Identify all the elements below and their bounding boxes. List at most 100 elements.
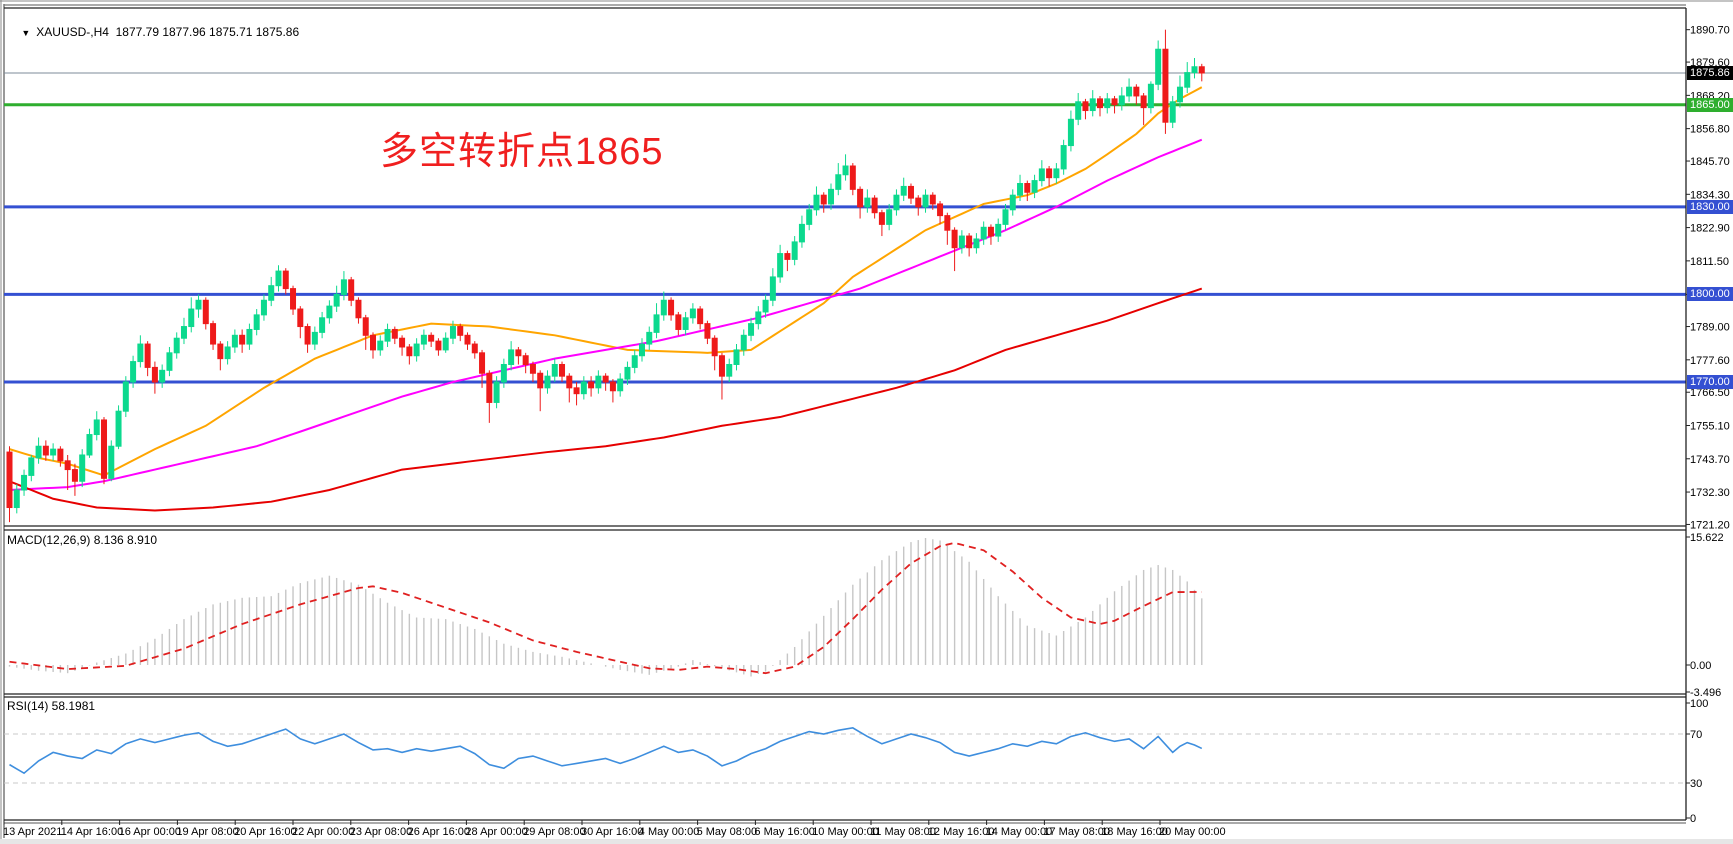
candle-body xyxy=(798,223,805,243)
candle-body xyxy=(464,334,471,345)
time-axis-label: 16 Apr 00:00 xyxy=(119,826,181,838)
symbol-label: XAUUSD-,H4 xyxy=(36,25,109,39)
price-tick-label: 1721.20 xyxy=(1690,519,1730,531)
price-tick-label: 1732.30 xyxy=(1690,487,1730,499)
candle-body xyxy=(130,361,137,383)
candle-body xyxy=(311,331,318,345)
candle-body xyxy=(1111,98,1118,106)
candle-body xyxy=(660,299,667,316)
candle-body xyxy=(428,334,435,342)
candle-body xyxy=(631,355,638,368)
macd-tick-label: 15.622 xyxy=(1690,532,1724,544)
candle-body xyxy=(1082,101,1089,112)
candle-body xyxy=(42,445,49,456)
candle-body xyxy=(1147,83,1154,109)
candle-body xyxy=(239,334,246,345)
candle-body xyxy=(697,308,704,325)
candle-body xyxy=(13,489,20,509)
candle-body xyxy=(1053,168,1060,179)
candle-body xyxy=(580,381,587,395)
candle-body xyxy=(966,235,973,249)
price-tick-label: 1777.60 xyxy=(1690,355,1730,367)
candle-body xyxy=(1067,118,1074,147)
candle-body xyxy=(755,311,762,325)
ohlc-values: 1877.79 1877.96 1875.71 1875.86 xyxy=(115,25,300,39)
time-axis-label: 13 Apr 2021 xyxy=(3,826,62,838)
price-badge-level-1770: 1770.00 xyxy=(1687,375,1733,389)
time-axis-label: 23 Apr 08:00 xyxy=(350,826,412,838)
time-axis-label: 26 Apr 16:00 xyxy=(408,826,470,838)
candle-body xyxy=(711,337,718,357)
macd-indicator-label: MACD(12,26,9) 8.136 8.910 xyxy=(7,533,158,547)
candle-body xyxy=(79,454,86,482)
candle-body xyxy=(951,229,958,249)
candle-body xyxy=(188,308,195,328)
candle-body xyxy=(944,215,951,231)
candle-body xyxy=(493,381,500,403)
rsi-tick-label: 0 xyxy=(1690,813,1696,825)
candle-body xyxy=(362,317,369,336)
candle-body xyxy=(784,253,791,260)
candle-body xyxy=(718,355,725,377)
time-axis-label: 20 May 00:00 xyxy=(1159,826,1226,838)
candle-body xyxy=(137,343,144,363)
candle-body xyxy=(500,363,507,383)
symbol-dropdown-icon[interactable]: ▼ xyxy=(21,28,31,38)
rsi-tick-label: 30 xyxy=(1690,778,1702,790)
candle-body xyxy=(1031,180,1038,193)
price-tick-label: 1845.70 xyxy=(1690,156,1730,168)
candle-body xyxy=(617,378,624,392)
candle-body xyxy=(522,355,529,365)
candle-body xyxy=(1097,98,1103,109)
candle-body xyxy=(282,270,289,290)
candle-body xyxy=(1046,168,1053,179)
candle-body xyxy=(624,366,631,380)
candle-body xyxy=(762,299,769,313)
rsi-tick-label: 100 xyxy=(1690,698,1708,710)
candle-body xyxy=(653,314,660,333)
candle-body xyxy=(159,369,166,383)
candle-body xyxy=(849,165,856,190)
candle-body xyxy=(900,185,907,196)
candle-body xyxy=(151,366,158,383)
candle-body xyxy=(559,363,566,377)
candle-body xyxy=(740,334,747,351)
candle-body xyxy=(638,343,645,357)
time-axis-label: 14 Apr 16:00 xyxy=(61,826,123,838)
candle-body xyxy=(246,328,253,345)
price-tick-label: 1856.80 xyxy=(1690,124,1730,136)
price-tick-label: 1789.00 xyxy=(1690,322,1730,334)
candle-body xyxy=(457,326,464,336)
candle-body xyxy=(217,343,224,360)
candle-body xyxy=(973,238,980,249)
candle-body xyxy=(1038,168,1045,182)
candle-body xyxy=(224,346,231,360)
candle-body xyxy=(231,334,238,348)
ma-mid-line xyxy=(9,138,1203,492)
candle-body xyxy=(1162,48,1169,123)
time-axis-label: 6 May 16:00 xyxy=(754,826,815,838)
time-axis-label: 22 Apr 00:00 xyxy=(292,826,354,838)
candle-body xyxy=(777,253,784,278)
candle-body xyxy=(1126,86,1133,97)
time-axis-label: 30 Apr 16:00 xyxy=(581,826,643,838)
price-badge-level-1830: 1830.00 xyxy=(1687,199,1733,214)
candle-body xyxy=(144,343,151,368)
candle-body xyxy=(115,410,122,447)
candle-body xyxy=(566,375,573,389)
price-tick-label: 1890.70 xyxy=(1690,25,1730,37)
price-tick-label: 1822.90 xyxy=(1690,223,1730,235)
candle-body xyxy=(471,343,478,354)
candle-body xyxy=(479,352,486,374)
candle-body xyxy=(348,279,355,301)
candle-body xyxy=(929,194,936,205)
candle-body xyxy=(28,457,35,476)
candle-body xyxy=(864,197,871,208)
chart-annotation-text[interactable]: 多空转折点1865 xyxy=(380,131,664,173)
candle-body xyxy=(71,469,78,482)
candle-body xyxy=(1089,98,1096,112)
candle-body xyxy=(202,299,209,325)
